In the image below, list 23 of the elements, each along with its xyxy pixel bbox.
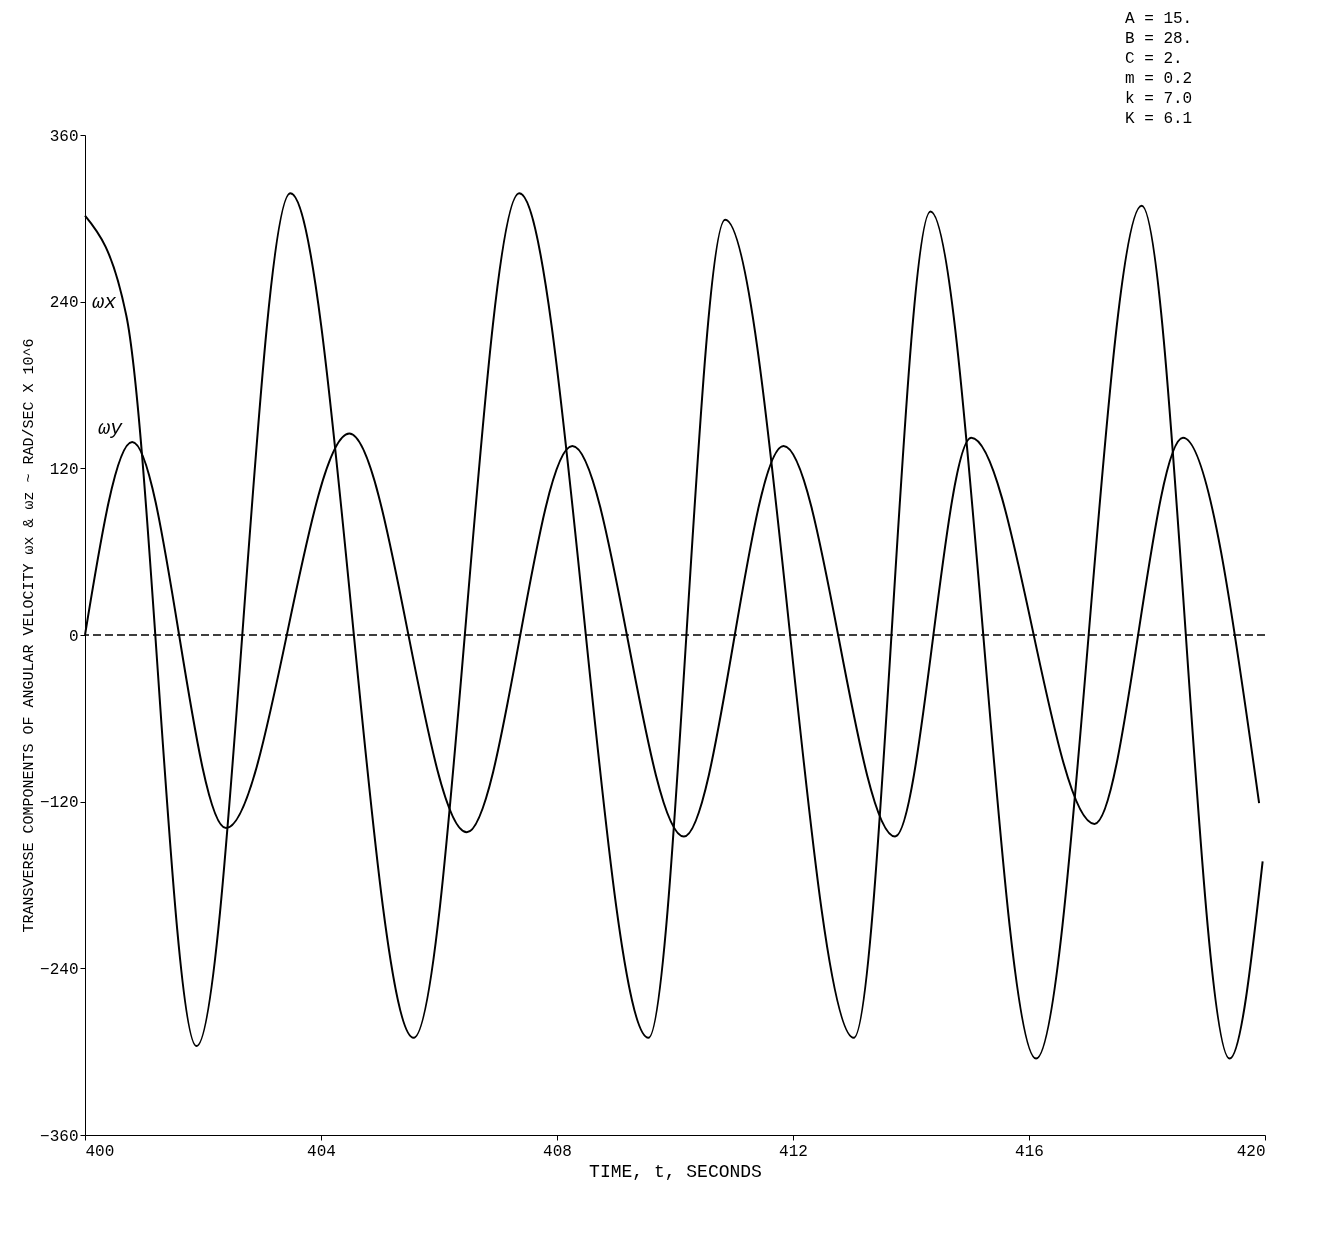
y-tick-label: 0 xyxy=(68,627,79,646)
text: A = 15. xyxy=(1125,10,1193,28)
y-tick-label: 120 xyxy=(49,460,79,479)
text: C = 2. xyxy=(1125,50,1183,68)
y-tick-label: −120 xyxy=(40,794,79,813)
x-tick-label: 404 xyxy=(307,1142,336,1161)
x-tick-label: 408 xyxy=(543,1142,572,1161)
y-tick-label: −240 xyxy=(40,960,79,979)
text: B = 28. xyxy=(1125,30,1193,48)
text: m = 0.2 xyxy=(1125,70,1193,88)
series-label: ωx xyxy=(92,290,117,314)
y-tick-label: −360 xyxy=(40,1127,79,1146)
y-axis-title: TRANSVERSE COMPONENTS OF ANGULAR VELOCITY ωx & ωz ~ RAD/SEC X 10^6 xyxy=(21,338,39,933)
text: K = 6.1 xyxy=(1125,110,1193,128)
y-tick-label: 240 xyxy=(49,294,79,313)
y-tick-label: 360 xyxy=(49,127,79,146)
x-axis-title: TIME, t, SECONDS xyxy=(589,1161,762,1182)
x-tick-label: 400 xyxy=(85,1142,115,1161)
x-tick-label: 416 xyxy=(1015,1142,1044,1161)
x-tick-label: 420 xyxy=(1236,1142,1266,1161)
x-tick-label: 412 xyxy=(779,1142,808,1161)
series-label: ωy xyxy=(98,416,124,440)
text: k = 7.0 xyxy=(1125,90,1193,108)
